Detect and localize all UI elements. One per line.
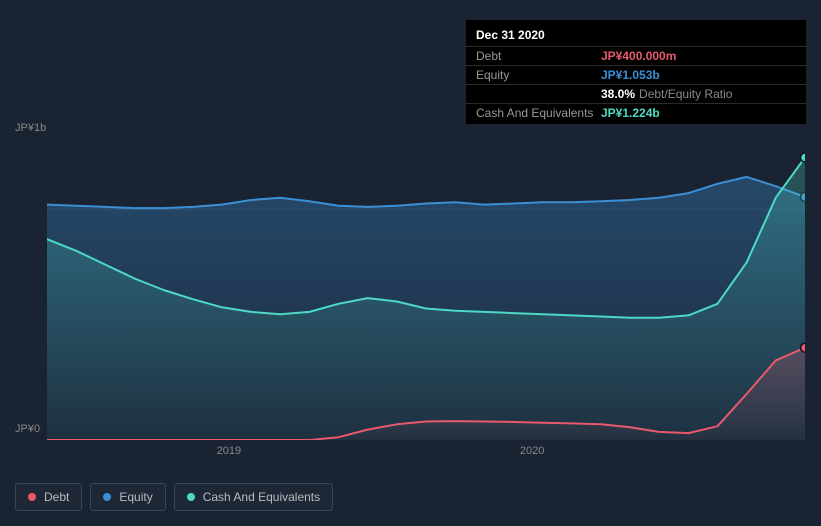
- tooltip-row-label: Debt: [476, 49, 601, 63]
- y-axis-bottom-label: JP¥0: [15, 423, 50, 435]
- tooltip-row-value: JP¥400.000m: [601, 49, 796, 63]
- tooltip-row: EquityJP¥1.053b: [466, 65, 806, 84]
- legend-item[interactable]: Equity: [90, 483, 165, 511]
- legend-label: Equity: [119, 490, 152, 504]
- tooltip-ratio-value: 38.0%: [601, 87, 635, 101]
- tooltip-row-label: Cash And Equivalents: [476, 106, 601, 120]
- y-axis-top-label: JP¥1b: [15, 122, 50, 134]
- legend: Debt Equity Cash And Equivalents: [15, 483, 333, 511]
- legend-dot: [28, 493, 36, 501]
- tooltip-row: Cash And EquivalentsJP¥1.224b: [466, 103, 806, 122]
- legend-item[interactable]: Debt: [15, 483, 82, 511]
- chart-area: JP¥1b JP¥0 20192020: [15, 120, 805, 440]
- chart-tooltip: Dec 31 2020 DebtJP¥400.000mEquityJP¥1.05…: [466, 20, 806, 124]
- legend-dot: [103, 493, 111, 501]
- tooltip-row-label: [476, 87, 601, 101]
- tooltip-date: Dec 31 2020: [466, 26, 806, 46]
- tooltip-row-value: JP¥1.224b: [601, 106, 796, 120]
- chart-svg: [47, 140, 805, 440]
- tooltip-ratio-label: Debt/Equity Ratio: [639, 87, 732, 101]
- x-axis-label: 2020: [520, 445, 544, 457]
- tooltip-row: 38.0% Debt/Equity Ratio: [466, 84, 806, 103]
- tooltip-row-label: Equity: [476, 68, 601, 82]
- legend-label: Debt: [44, 490, 69, 504]
- x-axis-label: 2019: [217, 445, 241, 457]
- legend-item[interactable]: Cash And Equivalents: [174, 483, 333, 511]
- tooltip-row-value: JP¥1.053b: [601, 68, 796, 82]
- x-axis: 2019 2020: [47, 445, 805, 463]
- legend-label: Cash And Equivalents: [203, 490, 320, 504]
- legend-dot: [187, 493, 195, 501]
- tooltip-row: DebtJP¥400.000m: [466, 46, 806, 65]
- tooltip-row-value: 38.0% Debt/Equity Ratio: [601, 87, 796, 101]
